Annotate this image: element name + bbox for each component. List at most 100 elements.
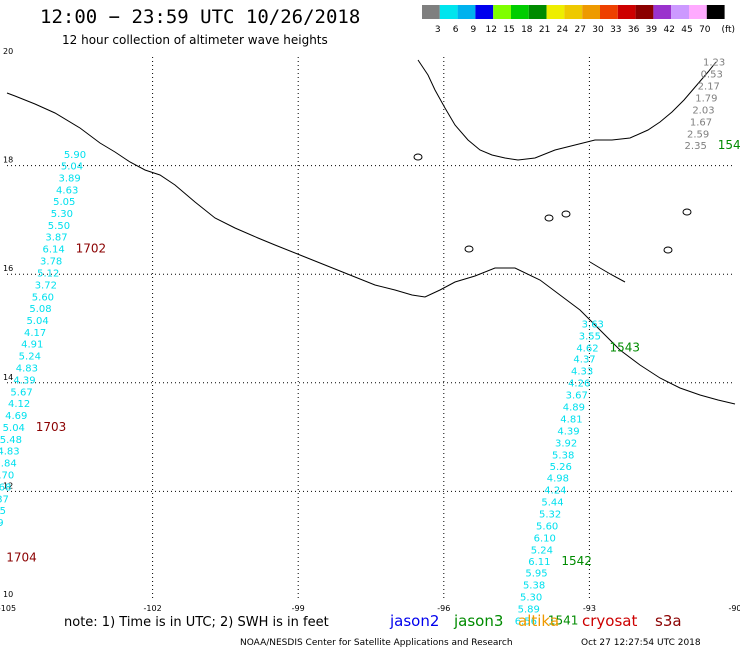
satellite-legend-s3a: s3a xyxy=(655,612,682,630)
wave-height-label: 4.89 xyxy=(563,402,585,413)
wave-height-label: 5.44 xyxy=(541,498,563,509)
wave-height-label: 2.17 xyxy=(698,82,720,93)
wave-height-label: 4.24 xyxy=(544,486,566,497)
lon-tick-label: -96 xyxy=(437,604,450,613)
legend-label: 15 xyxy=(503,25,514,35)
wave-height-label: 4.98 xyxy=(547,474,569,485)
wave-height-label: 4.68 xyxy=(0,482,11,493)
lat-tick-label: 16 xyxy=(3,264,13,273)
legend-swatch xyxy=(706,5,725,19)
wave-height-label: 5.38 xyxy=(523,581,545,592)
legend-label: 18 xyxy=(521,25,533,35)
wave-height-label: 5.04 xyxy=(61,161,83,172)
wave-height-label: 3.92 xyxy=(555,438,577,449)
wave-height-label: 2.35 xyxy=(685,141,707,152)
pass-time-label: 1703 xyxy=(36,420,67,434)
legend-swatch xyxy=(546,5,565,19)
legend-swatch xyxy=(493,5,511,19)
legend-label: 3 xyxy=(435,25,441,35)
lat-tick-label: 14 xyxy=(3,373,13,382)
legend-swatch xyxy=(617,5,636,19)
wave-height-label: 6.14 xyxy=(42,244,64,255)
wave-height-label: 5.90 xyxy=(64,150,86,161)
wave-height-label: 3.63 xyxy=(582,319,604,330)
legend-unit: (ft) xyxy=(721,25,735,35)
lon-tick-label: -90 xyxy=(728,604,740,613)
island-outline xyxy=(413,153,423,161)
wave-height-label: 5.60 xyxy=(32,292,54,303)
wave-height-label: 5.67 xyxy=(10,387,32,398)
pass-time-label: 1542 xyxy=(561,554,592,568)
color-legend: 3 6 9 12 15 18 21 24 27 30 33 36 39 42 45 70 (ft) xyxy=(422,5,735,35)
coastline xyxy=(6,59,736,405)
lat-lon-grid: -105 -102 -99 -96 -93 -90 10 12 14 16 18 20 xyxy=(0,47,740,613)
lat-tick-label: 18 xyxy=(3,156,13,165)
legend-swatch xyxy=(422,5,440,19)
lat-tick-label: 10 xyxy=(3,590,13,599)
wave-height-label: 1.23 xyxy=(703,58,725,69)
pacific-coastline xyxy=(6,92,736,405)
legend-swatch xyxy=(457,5,476,19)
legend-label: 36 xyxy=(628,25,640,35)
pass-time-label: 1704 xyxy=(6,550,37,564)
legend-swatch xyxy=(475,5,494,19)
map-title: 12:00 − 23:59 UTC 10/26/2018 xyxy=(40,6,361,28)
lon-tick-label: -99 xyxy=(292,604,305,613)
wave-height-label: 5.32 xyxy=(539,509,561,520)
wave-height-label: 2.03 xyxy=(692,105,714,116)
legend-label: 42 xyxy=(663,25,674,35)
wave-height-label: 3.72 xyxy=(35,280,57,291)
lat-tick-label: 20 xyxy=(3,47,13,56)
generated-timestamp: Oct 27 12:27:54 UTC 2018 xyxy=(581,638,701,648)
wave-height-label: 5.24 xyxy=(531,545,553,556)
satellite-legend-jason3: jason3 xyxy=(453,612,503,630)
wave-height-label: 5.95 xyxy=(525,569,547,580)
wave-height-label: 5.60 xyxy=(536,521,558,532)
track: 5.905.043.894.635.055.305.503.876.143.78… xyxy=(0,150,106,564)
satellite-legend-cryosat: cryosat xyxy=(582,612,637,630)
island-outline xyxy=(663,246,673,254)
lagoon-outline xyxy=(589,261,626,283)
legend-swatch xyxy=(689,5,707,19)
satellite-legend-altika: altika xyxy=(518,612,559,630)
wave-height-label: 5.08 xyxy=(29,304,51,315)
wave-height-label: 1.79 xyxy=(695,94,717,105)
track: 3.633.554.624.374.334.263.674.894.814.39… xyxy=(515,319,640,627)
legend-swatch xyxy=(511,5,529,19)
wave-height-label: 6.56 xyxy=(515,616,537,627)
legend-swatch xyxy=(671,5,689,19)
legend-label: 21 xyxy=(539,25,550,35)
wave-height-label: 6.10 xyxy=(534,533,556,544)
legend-label: 27 xyxy=(574,25,585,35)
wave-height-label: 5.70 xyxy=(0,470,14,481)
map-footer: note: 1) Time is in UTC; 2) SWH is in fe… xyxy=(64,612,701,648)
wave-height-label: 4.83 xyxy=(0,446,20,457)
legend-label: 24 xyxy=(557,25,569,35)
legend-swatch xyxy=(635,5,654,19)
wave-height-label: 5.95 xyxy=(0,530,1,541)
wave-height-label: 5.15 xyxy=(0,506,6,517)
lon-tick-label: -93 xyxy=(583,604,596,613)
wave-height-label: 4.81 xyxy=(560,414,582,425)
wave-height-label: 1.67 xyxy=(690,117,712,128)
wave-height-label: 4.62 xyxy=(576,343,598,354)
wave-height-label: 3.67 xyxy=(566,391,588,402)
pass-time-label: 1544 xyxy=(718,138,740,152)
units-note: note: 1) Time is in UTC; 2) SWH is in fe… xyxy=(64,615,329,630)
legend-label: 9 xyxy=(471,25,477,35)
wave-height-label: 4.26 xyxy=(568,379,590,390)
wave-height-label: 3.55 xyxy=(579,331,601,342)
pass-time-label: 1543 xyxy=(609,340,640,354)
wave-height-label: 2.59 xyxy=(687,129,709,140)
lon-tick-label: -102 xyxy=(144,604,162,613)
legend-label: 70 xyxy=(699,25,711,35)
legend-swatch xyxy=(439,5,458,19)
wave-height-label: 5.48 xyxy=(0,435,22,446)
wave-height-label: 5.38 xyxy=(552,450,574,461)
wave-height-label: 6.11 xyxy=(528,557,550,568)
legend-label: 6 xyxy=(453,25,459,35)
lon-tick-label: -105 xyxy=(0,604,16,613)
wave-height-label: 4.12 xyxy=(8,399,30,410)
legend-swatch xyxy=(653,5,672,19)
